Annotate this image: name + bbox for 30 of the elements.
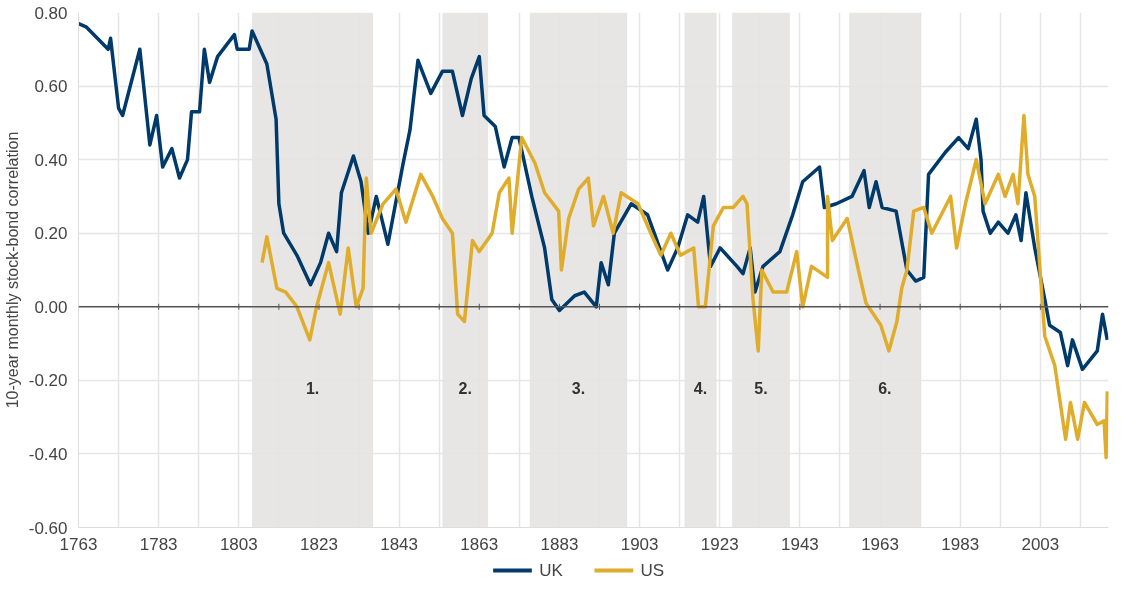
- y-tick-label: 0.60: [34, 77, 68, 97]
- x-tick-label: 1963: [861, 534, 899, 554]
- x-tick-label: 1863: [460, 534, 499, 554]
- x-tick-label: 2003: [1021, 534, 1060, 554]
- x-tick-label: 1923: [700, 534, 739, 554]
- x-tick-label: 1943: [780, 534, 819, 554]
- x-tick-label: 1883: [540, 534, 579, 554]
- x-tick-label: 1843: [380, 534, 419, 554]
- y-axis-title: 10-year monthly stock-bond correlation: [3, 131, 21, 409]
- x-tick-label: 1783: [139, 534, 178, 554]
- line-series: [78, 21, 1109, 372]
- line-series: [260, 113, 1109, 460]
- band-label: 1.: [305, 380, 320, 398]
- y-tick-label: 0.80: [34, 3, 68, 23]
- legend-label: US: [640, 561, 665, 580]
- y-tick-label: 0.40: [34, 150, 68, 170]
- y-tick-label: 0.00: [34, 297, 68, 317]
- band-label: 4.: [693, 380, 708, 398]
- x-tick-label: 1823: [300, 534, 338, 554]
- x-tick-label: 1983: [941, 534, 980, 554]
- x-tick-label: 1803: [219, 534, 258, 554]
- band-label: 6.: [878, 380, 892, 398]
- y-tick-label: 0.20: [34, 224, 68, 244]
- x-tick-label: 1903: [620, 534, 659, 554]
- y-tick-label: -0.20: [28, 371, 68, 391]
- legend-label: UK: [539, 561, 564, 580]
- band-label: 5.: [754, 380, 768, 398]
- band-label: 3.: [571, 380, 586, 398]
- band-label: 2.: [458, 380, 472, 398]
- y-tick-label: -0.40: [28, 444, 68, 464]
